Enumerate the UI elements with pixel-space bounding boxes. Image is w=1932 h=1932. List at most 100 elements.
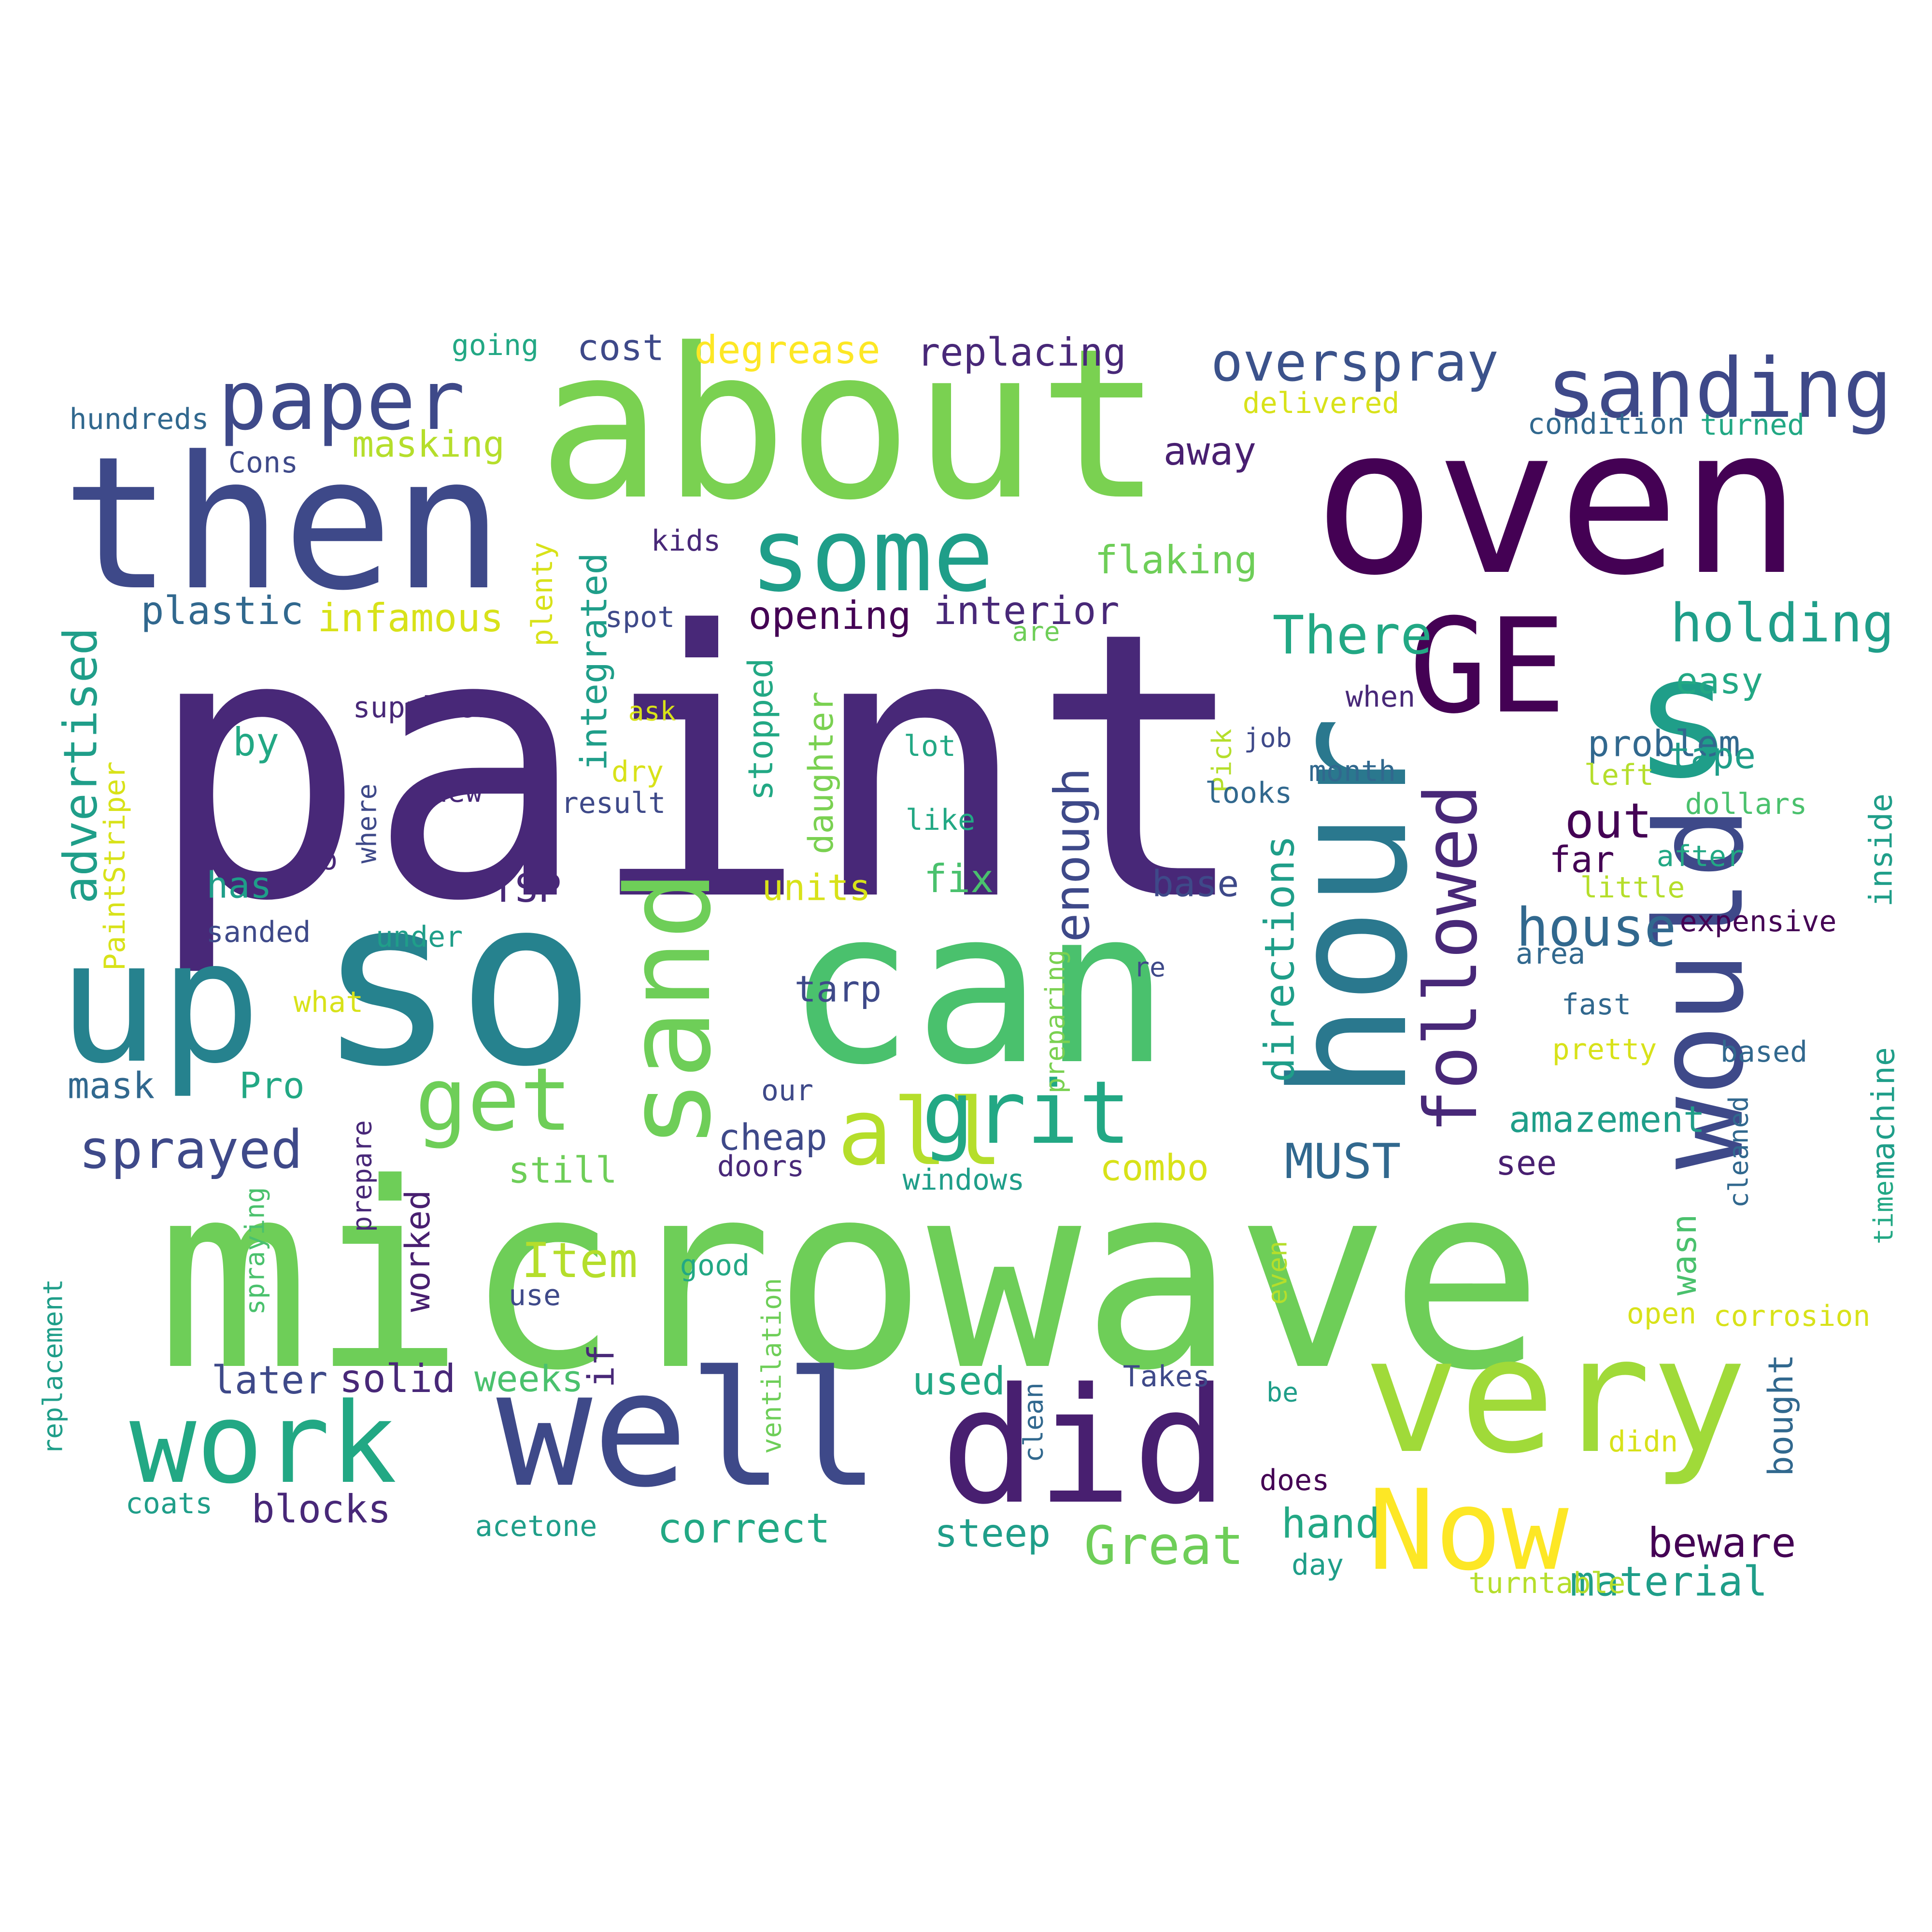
word-blocks: blocks	[251, 1487, 391, 1532]
word-are: are	[1012, 616, 1060, 647]
word-paintstriper: PaintStriper	[98, 761, 132, 971]
word-beware: beware	[1648, 1519, 1796, 1567]
word-use: use	[508, 1279, 561, 1312]
word-tarp: tarp	[794, 967, 882, 1010]
word-can: can	[786, 864, 1170, 1111]
word-grit: grit	[922, 1063, 1131, 1164]
word-cleaned: cleaned	[1723, 1096, 1754, 1208]
word-integrated: integrated	[572, 553, 615, 771]
word-spraying: spraying	[239, 1187, 270, 1315]
word-material: material	[1570, 1558, 1768, 1606]
word-did: did	[940, 1354, 1229, 1539]
word-result: result	[561, 786, 666, 820]
word-by: by	[232, 720, 280, 765]
word-pretty: pretty	[1552, 1033, 1657, 1066]
word-clean: clean	[1018, 1382, 1049, 1463]
word-when: when	[1345, 680, 1416, 714]
word-good: good	[680, 1249, 750, 1282]
word-directions: directions	[1256, 835, 1304, 1082]
word-all: all	[837, 1079, 1003, 1186]
word-ask: ask	[628, 696, 676, 727]
word-what: what	[293, 985, 364, 1019]
word-turntable: turntable	[1468, 1566, 1626, 1600]
word-ge: GE	[1409, 590, 1566, 742]
word-oven: oven	[1313, 384, 1802, 620]
word-delivered: delivered	[1242, 386, 1400, 420]
word-sanded: sanded	[206, 915, 311, 949]
word-open: open	[1626, 1297, 1697, 1331]
word-lot: lot	[903, 729, 956, 763]
word-area: area	[1515, 937, 1586, 971]
word-left: left	[1584, 758, 1654, 792]
word-house: house	[1516, 896, 1676, 958]
word-fix: fix	[923, 856, 994, 901]
word-daughter: daughter	[801, 691, 841, 854]
word-see: see	[1495, 1143, 1557, 1183]
word-stopped: stopped	[741, 658, 781, 801]
word-correct: correct	[657, 1505, 831, 1553]
word-base: base	[1151, 862, 1239, 905]
word-so: so	[317, 848, 596, 1118]
word-corrosion: corrosion	[1713, 1299, 1871, 1333]
word-mask: mask	[67, 1064, 155, 1107]
word-solid: solid	[339, 1356, 456, 1401]
word-plenty: plenty	[526, 541, 559, 647]
word-enough: enough	[1044, 767, 1100, 942]
word-easy: easy	[1676, 659, 1763, 702]
word-month: month	[1308, 754, 1396, 788]
word-didn: didn	[1608, 1425, 1678, 1459]
word-time: time	[1868, 1180, 1899, 1245]
word-preparing: preparing	[1039, 949, 1071, 1094]
word-paint: paint	[146, 554, 1251, 981]
word-must: MUST	[1284, 1133, 1401, 1190]
word-cost: cost	[577, 326, 665, 369]
word-spot: spot	[605, 600, 675, 634]
word-pro: Pro	[239, 1064, 305, 1107]
word-paper: paper	[218, 353, 465, 449]
word-great: Great	[1084, 1515, 1244, 1577]
word-plastic: plastic	[141, 588, 304, 633]
word-has: has	[206, 864, 272, 907]
word-units: units	[762, 866, 871, 909]
word-weeks: weeks	[474, 1357, 583, 1400]
word-then: then	[61, 417, 504, 631]
word-condition: condition	[1527, 407, 1685, 441]
word-do: do	[302, 843, 338, 877]
word-later: later	[211, 1358, 328, 1403]
word-based: based	[1720, 1035, 1808, 1069]
word-hand: hand	[1281, 1500, 1380, 1548]
word-sprayed: sprayed	[79, 1119, 303, 1180]
word-holding: holding	[1670, 592, 1894, 654]
word-microwave: microwave	[156, 1128, 1544, 1426]
word-prepare: prepare	[346, 1120, 378, 1232]
word-inside: inside	[1863, 793, 1900, 907]
word-degrease: degrease	[694, 327, 881, 372]
word-masking: masking	[352, 423, 505, 466]
word-dry: dry	[611, 755, 664, 789]
word-does: does	[1259, 1463, 1330, 1497]
word-infamous: infamous	[317, 596, 504, 640]
word-even: even	[1262, 1240, 1293, 1305]
word-replacement: replacement	[37, 1279, 69, 1455]
word-after: after	[1656, 839, 1744, 873]
word-windows: windows	[902, 1163, 1025, 1197]
word-takes: Takes	[1122, 1360, 1210, 1393]
word-interior: interior	[933, 588, 1120, 633]
word-dollars: dollars	[1685, 787, 1807, 821]
word-doors: doors	[717, 1150, 805, 1183]
word-re: re	[1133, 952, 1166, 983]
word-our: our	[761, 1074, 814, 1108]
word-if: if	[580, 1344, 623, 1388]
word-be: be	[1266, 1377, 1299, 1408]
word-coats: coats	[125, 1487, 213, 1520]
word-supplier: supplier	[353, 691, 493, 724]
word-there: There	[1272, 604, 1433, 666]
word-going: going	[451, 328, 539, 362]
word-expensive: expensive	[1679, 905, 1837, 938]
word-work: work	[129, 1379, 397, 1508]
word-sand: sand	[601, 870, 737, 1149]
word-some: some	[750, 496, 994, 614]
word-amazement: amazement	[1508, 1098, 1705, 1141]
word-away: away	[1163, 429, 1257, 474]
